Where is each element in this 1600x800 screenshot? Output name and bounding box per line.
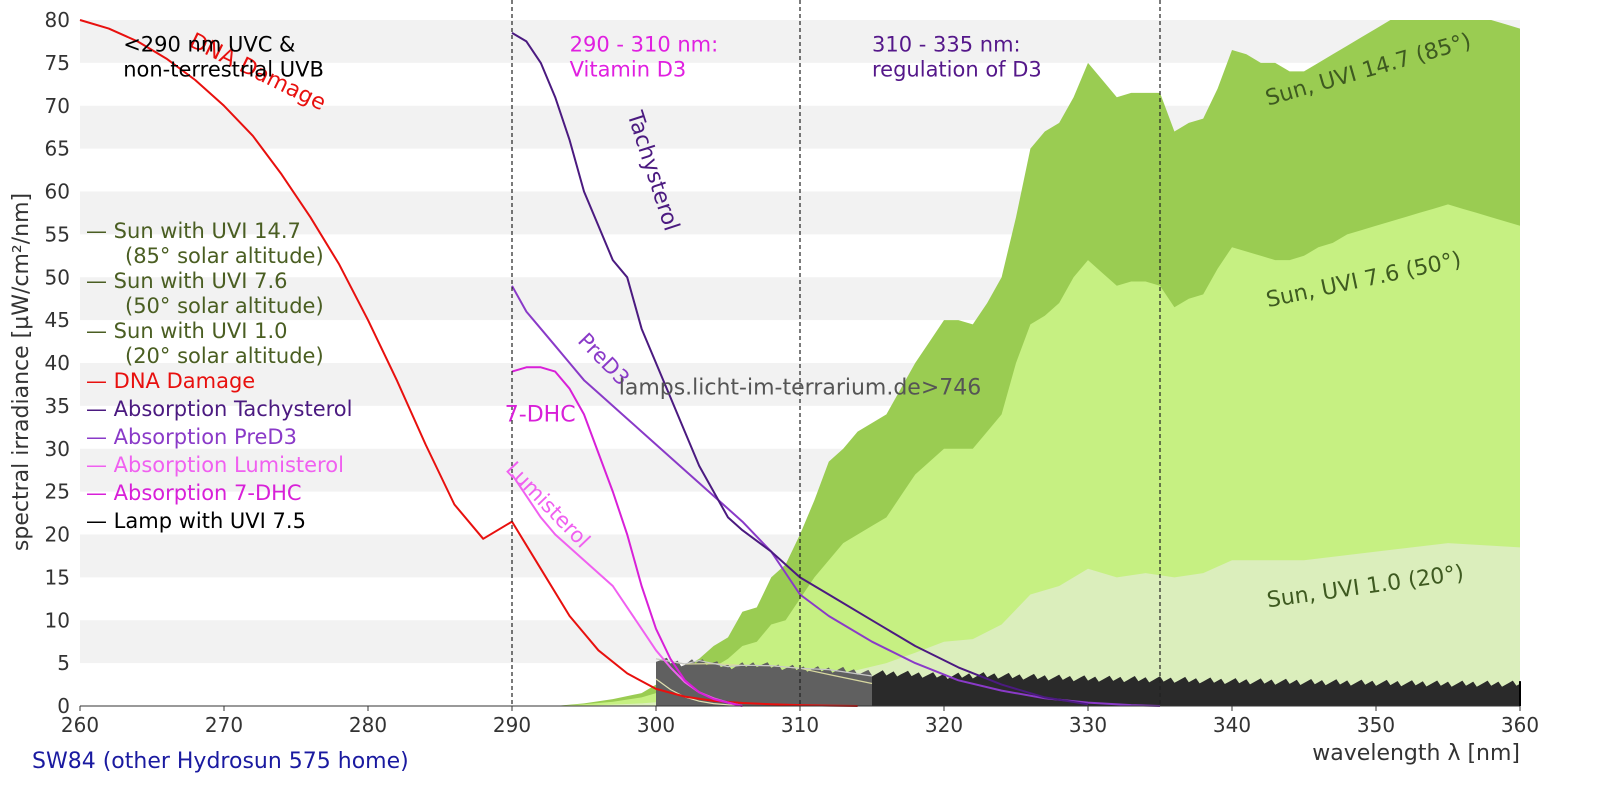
legend-entry: — Absorption Tachysterol (86, 397, 352, 421)
legend-entry: — Sun with UVI 7.6 (86, 269, 288, 293)
lamp-overlay-curve (655, 658, 873, 677)
watermark: lamps.licht-im-terrarium.de>746 (619, 376, 982, 401)
y-tick-label: 65 (45, 137, 70, 161)
y-tick-label: 60 (45, 180, 70, 204)
y-axis-label: spectral irradiance [µW/cm²/nm] (9, 193, 34, 551)
x-tick-label: 270 (205, 713, 243, 737)
lamp-name-footer: SW84 (other Hydrosun 575 home) (32, 749, 409, 774)
y-tick-label: 35 (45, 394, 70, 418)
x-tick-label: 340 (1213, 713, 1251, 737)
x-tick-label: 300 (637, 713, 675, 737)
x-tick-label: 360 (1501, 713, 1539, 737)
x-tick-label: 350 (1357, 713, 1395, 737)
y-tick-label: 15 (45, 565, 70, 589)
region-dividers (511, 0, 1161, 706)
x-tick-label: 320 (925, 713, 963, 737)
legend-entry: — Lamp with UVI 7.5 (86, 509, 306, 533)
lamp-area-uvb (656, 657, 872, 706)
y-tick-label: 0 (57, 694, 70, 718)
curve-absorption-tachysterol (511, 32, 1089, 706)
x-tick-label: 280 (349, 713, 387, 737)
region-annotation-line2: Vitamin D3 (570, 58, 687, 82)
x-tick-label: 260 (61, 713, 99, 737)
curve-absorption-7-dhc (511, 366, 743, 707)
legend-entry-note: (50° solar altitude) (125, 294, 324, 318)
legend-entry: — Absorption Lumisterol (86, 453, 344, 477)
x-tick-label: 330 (1069, 713, 1107, 737)
region-annotation-line1: 310 - 335 nm: (872, 33, 1021, 57)
legend-entry-note: (20° solar altitude) (125, 344, 324, 368)
lamp-absorption-overlays (655, 658, 873, 707)
y-tick-label: 10 (45, 608, 70, 632)
y-tick-label: 5 (57, 651, 70, 675)
curve-absorption-pred3 (511, 285, 1161, 707)
region-annotations: <290 nm UVC &non-terrestrial UVB 290 - 31… (123, 33, 1042, 82)
lamp-overlay-curve (655, 678, 743, 707)
x-tick-label: 290 (493, 713, 531, 737)
y-tick-label: 40 (45, 351, 70, 375)
curve-label: 7-DHC (505, 402, 576, 427)
y-tick-label: 25 (45, 480, 70, 504)
y-tick-label: 20 (45, 523, 70, 547)
y-tick-label: 45 (45, 308, 70, 332)
legend-entry: — Absorption PreD3 (86, 425, 297, 449)
legend-entry: — Absorption 7-DHC (86, 481, 302, 505)
x-axis-label: wavelength λ [nm] (1312, 741, 1520, 766)
region-annotation-line2: regulation of D3 (872, 58, 1042, 82)
y-tick-label: 70 (45, 94, 70, 118)
y-tick-label: 55 (45, 222, 70, 246)
legend-entry: — Sun with UVI 1.0 (86, 319, 288, 343)
absorption-curves (79, 19, 1161, 707)
y-tick-label: 50 (45, 265, 70, 289)
legend-entry-note: (85° solar altitude) (125, 244, 324, 268)
y-tick-label: 30 (45, 437, 70, 461)
grid-band (80, 20, 1520, 63)
region-annotation-line1: <290 nm UVC & (123, 33, 295, 57)
region-annotation-line1: 290 - 310 nm: (570, 33, 719, 57)
region-annotation-line2: non-terrestrial UVB (123, 58, 324, 82)
sun-area (555, 543, 1520, 706)
y-tick-label: 75 (45, 51, 70, 75)
y-tick-label: 80 (45, 8, 70, 32)
sun-spectrum-areas (555, 20, 1520, 706)
legend-entry: — DNA Damage (86, 369, 255, 393)
x-tick-label: 310 (781, 713, 819, 737)
legend: — Sun with UVI 14.7(85° solar altitude)—… (86, 219, 352, 533)
axes: 260 270 280 290 300 310 320 330 340 350 360 0 5 10 15 2… (45, 8, 1540, 737)
legend-entry: — Sun with UVI 14.7 (86, 219, 301, 243)
